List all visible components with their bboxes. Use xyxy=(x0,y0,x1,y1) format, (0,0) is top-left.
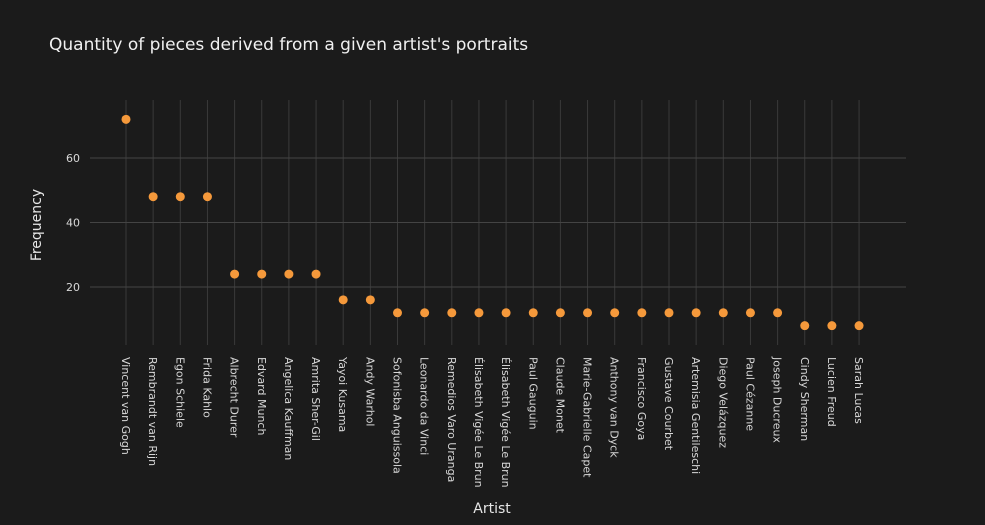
x-tick-label: Lucien Freud xyxy=(825,357,838,427)
data-point[interactable] xyxy=(175,192,185,202)
x-tick-label: Claude Monet xyxy=(553,357,566,434)
x-tick-label: Artemisia Gentileschi xyxy=(689,357,702,474)
x-tick-label: Paul Gauguin xyxy=(526,357,539,430)
x-tick-label: Egon Schiele xyxy=(173,357,186,428)
chart-title: Quantity of pieces derived from a given … xyxy=(49,35,528,55)
x-tick-label: Joseph Ducreux xyxy=(771,356,784,443)
data-point[interactable] xyxy=(311,269,321,279)
y-tick-label: 40 xyxy=(66,217,80,230)
data-point[interactable] xyxy=(393,308,402,318)
data-point[interactable] xyxy=(610,308,620,318)
x-tick-label: Diego Velázquez xyxy=(716,357,729,448)
y-tick-label: 20 xyxy=(66,281,80,294)
x-tick-label: Albrecht Durer xyxy=(228,357,241,438)
data-point[interactable] xyxy=(773,308,783,318)
data-point[interactable] xyxy=(555,308,565,318)
x-tick-label: Anthony van Dyck xyxy=(608,357,621,458)
data-point[interactable] xyxy=(420,308,430,318)
x-tick-label: Leonardo da Vinci xyxy=(418,357,431,455)
x-tick-label: Cindy Sherman xyxy=(798,357,811,441)
x-tick-label: Remedios Varo Uranga xyxy=(445,357,458,482)
x-tick-label: Paul Cézanne xyxy=(743,357,756,431)
data-point[interactable] xyxy=(121,114,131,124)
data-point[interactable] xyxy=(447,308,457,318)
y-axis-title: Frequency xyxy=(29,189,45,261)
data-point[interactable] xyxy=(827,321,837,331)
data-point[interactable] xyxy=(501,308,511,318)
x-tick-label: Yayoi Kusama xyxy=(336,356,349,432)
data-point[interactable] xyxy=(528,308,538,318)
data-point[interactable] xyxy=(257,269,267,279)
data-point[interactable] xyxy=(230,269,240,279)
data-point[interactable] xyxy=(583,308,593,318)
x-tick-label: Francisco Goya xyxy=(635,357,648,440)
x-tick-label: Angelica Kauffman xyxy=(282,357,295,460)
grid-layer xyxy=(90,100,906,345)
x-tick-label: Marie-Gabrielle Capet xyxy=(581,357,594,478)
x-tick-label: Edvard Munch xyxy=(255,357,268,435)
x-tick-label: Frida Kahlo xyxy=(200,357,213,418)
data-point[interactable] xyxy=(202,192,212,202)
data-point[interactable] xyxy=(745,308,755,318)
x-tick-label: Sarah Lucas xyxy=(852,357,865,424)
data-point[interactable] xyxy=(800,321,810,331)
y-tick-label: 60 xyxy=(66,152,80,165)
data-point[interactable] xyxy=(691,308,701,318)
x-tick-label: Rembrandt van Rijn xyxy=(146,357,159,466)
data-point[interactable] xyxy=(365,295,375,305)
data-point[interactable] xyxy=(854,321,864,331)
data-point[interactable] xyxy=(148,192,158,202)
data-point[interactable] xyxy=(637,308,647,318)
x-tick-label: Vincent van Gogh xyxy=(119,357,132,455)
x-tick-label: Élisabeth Vigée Le Brun xyxy=(472,357,485,488)
data-point[interactable] xyxy=(718,308,728,318)
x-tick-label: Gustave Courbet xyxy=(662,357,675,451)
data-point[interactable] xyxy=(664,308,674,318)
data-point[interactable] xyxy=(474,308,484,318)
x-tick-label: Andy Warhol xyxy=(363,357,376,427)
x-tick-label: Amrita Sher-Gil xyxy=(309,357,322,441)
x-tick-label: Élisabeth Vigée Le Brun xyxy=(499,357,512,488)
data-point[interactable] xyxy=(284,269,294,279)
y-tick-labels: 20 40 60 xyxy=(66,152,80,294)
data-point[interactable] xyxy=(338,295,348,305)
x-axis-title: Artist xyxy=(473,501,511,517)
x-tick-labels: Vincent van Gogh Rembrandt van Rijn Egon S… xyxy=(119,356,865,488)
x-tick-label: Sofonisba Anguissola xyxy=(391,357,404,474)
data-points xyxy=(121,114,864,331)
